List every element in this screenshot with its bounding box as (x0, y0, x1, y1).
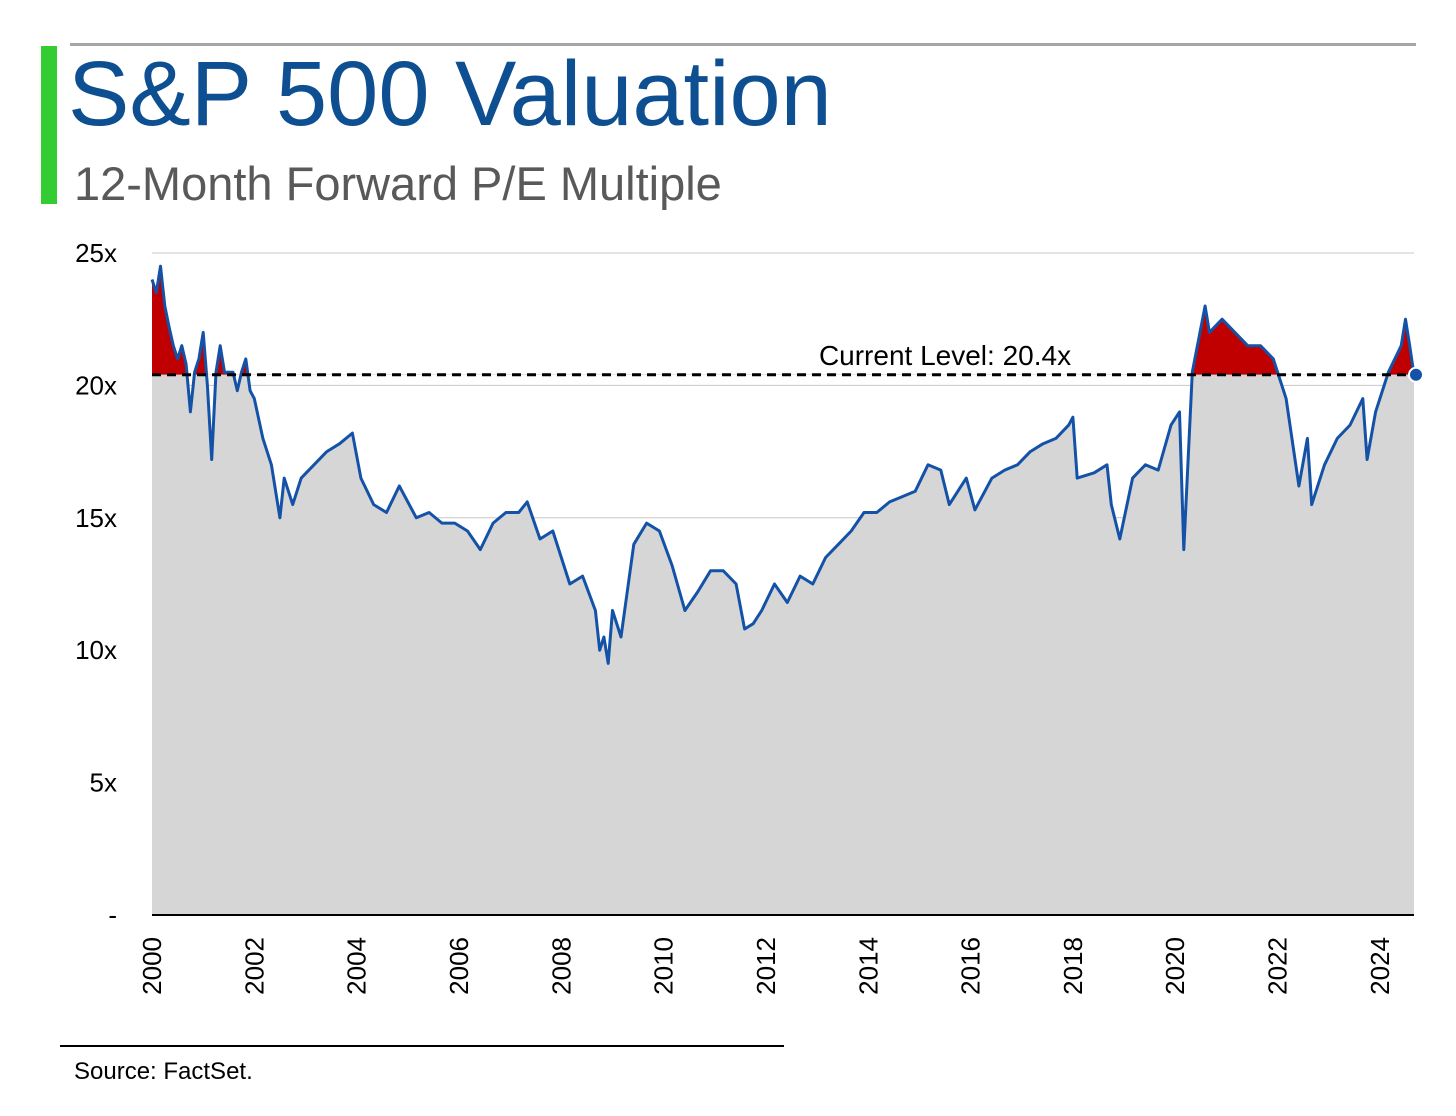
x-tick-label: 2016 (956, 937, 986, 995)
x-tick-label: 2024 (1365, 937, 1395, 995)
pe-series-line (150, 264, 1416, 665)
x-tick-label: 2000 (137, 937, 167, 995)
y-tick-label: 20x (75, 370, 117, 400)
chart-subtitle: 12-Month Forward P/E Multiple (74, 157, 722, 210)
x-tick-label: 2020 (1160, 937, 1190, 995)
accent-bar (41, 46, 57, 204)
x-tick-label: 2010 (649, 937, 679, 995)
x-tick-label: 2002 (239, 937, 269, 995)
chart-title: S&P 500 Valuation (68, 43, 832, 145)
x-tick-label: 2008 (546, 937, 576, 995)
y-tick-label: - (108, 900, 117, 930)
y-tick-label: 10x (75, 635, 117, 665)
source-rule (60, 1045, 784, 1047)
source-note: Source: FactSet. (74, 1058, 253, 1085)
pe-chart: - 5x 10x 15x 20x 25x Current Level: 20.4x 2000 2… (75, 238, 1424, 995)
current-point-marker (1408, 366, 1424, 383)
x-tick-label: 2006 (444, 937, 474, 995)
current-level-label: Current Level: 20.4x (819, 340, 1071, 371)
x-tick-label: 2004 (342, 937, 372, 995)
valuation-area (152, 266, 1414, 915)
y-tick-label: 5x (90, 768, 117, 798)
y-tick-label: 15x (75, 503, 117, 533)
x-tick-label: 2014 (853, 937, 883, 995)
top-rule (70, 43, 1416, 46)
x-tick-label: 2012 (751, 937, 781, 995)
x-tick-label: 2018 (1058, 937, 1088, 995)
y-tick-label: 25x (75, 238, 117, 268)
x-tick-label: 2022 (1263, 937, 1293, 995)
